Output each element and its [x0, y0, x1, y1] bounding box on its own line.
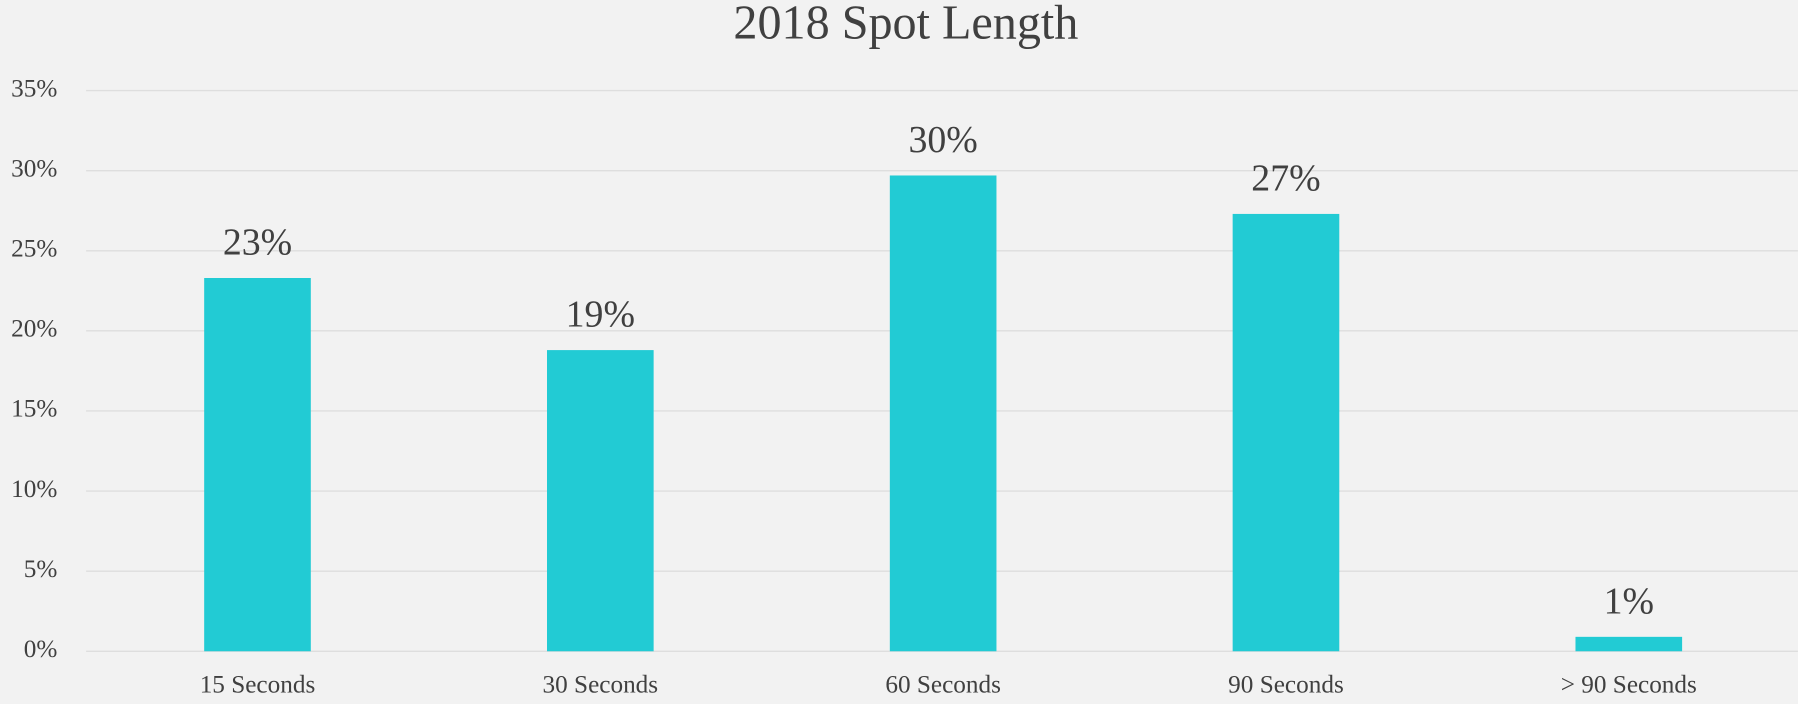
y-tick-label: 25%	[11, 236, 57, 263]
y-tick-label: 10%	[11, 476, 57, 503]
x-tick-label: 60 Seconds	[885, 672, 1001, 699]
bar	[1232, 213, 1340, 652]
y-tick-label: 35%	[11, 75, 57, 102]
chart-title: 2018 Spot Length	[733, 0, 1078, 50]
y-tick-label: 15%	[11, 396, 57, 423]
data-label: 19%	[566, 294, 635, 336]
y-tick-label: 5%	[24, 556, 58, 583]
data-label: 30%	[908, 119, 977, 161]
data-label: 23%	[223, 222, 292, 264]
bar	[889, 175, 997, 652]
x-tick-label: 15 Seconds	[200, 672, 316, 699]
bar	[1575, 636, 1683, 652]
x-tick-label: 90 Seconds	[1228, 672, 1344, 699]
y-tick-label: 20%	[11, 316, 57, 343]
x-tick-label: > 90 Seconds	[1561, 672, 1697, 699]
x-tick-label: 30 Seconds	[543, 672, 659, 699]
data-label: 27%	[1251, 158, 1320, 200]
data-label: 1%	[1604, 580, 1654, 622]
bar	[204, 278, 311, 652]
y-tick-label: 30%	[11, 155, 57, 182]
y-tick-label: 0%	[24, 636, 58, 663]
bar	[547, 350, 654, 652]
